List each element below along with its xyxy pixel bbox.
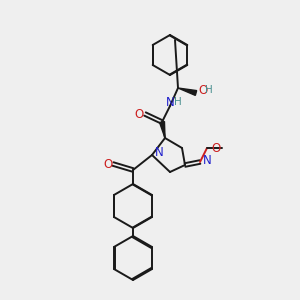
Text: H: H: [205, 85, 213, 95]
Text: H: H: [174, 97, 182, 107]
Text: N: N: [203, 154, 212, 167]
Polygon shape: [160, 122, 165, 138]
Polygon shape: [178, 88, 197, 95]
Text: N: N: [166, 95, 174, 109]
Text: O: O: [211, 142, 220, 154]
Text: O: O: [103, 158, 112, 170]
Text: O: O: [198, 83, 207, 97]
Text: N: N: [155, 146, 164, 160]
Text: O: O: [134, 107, 144, 121]
